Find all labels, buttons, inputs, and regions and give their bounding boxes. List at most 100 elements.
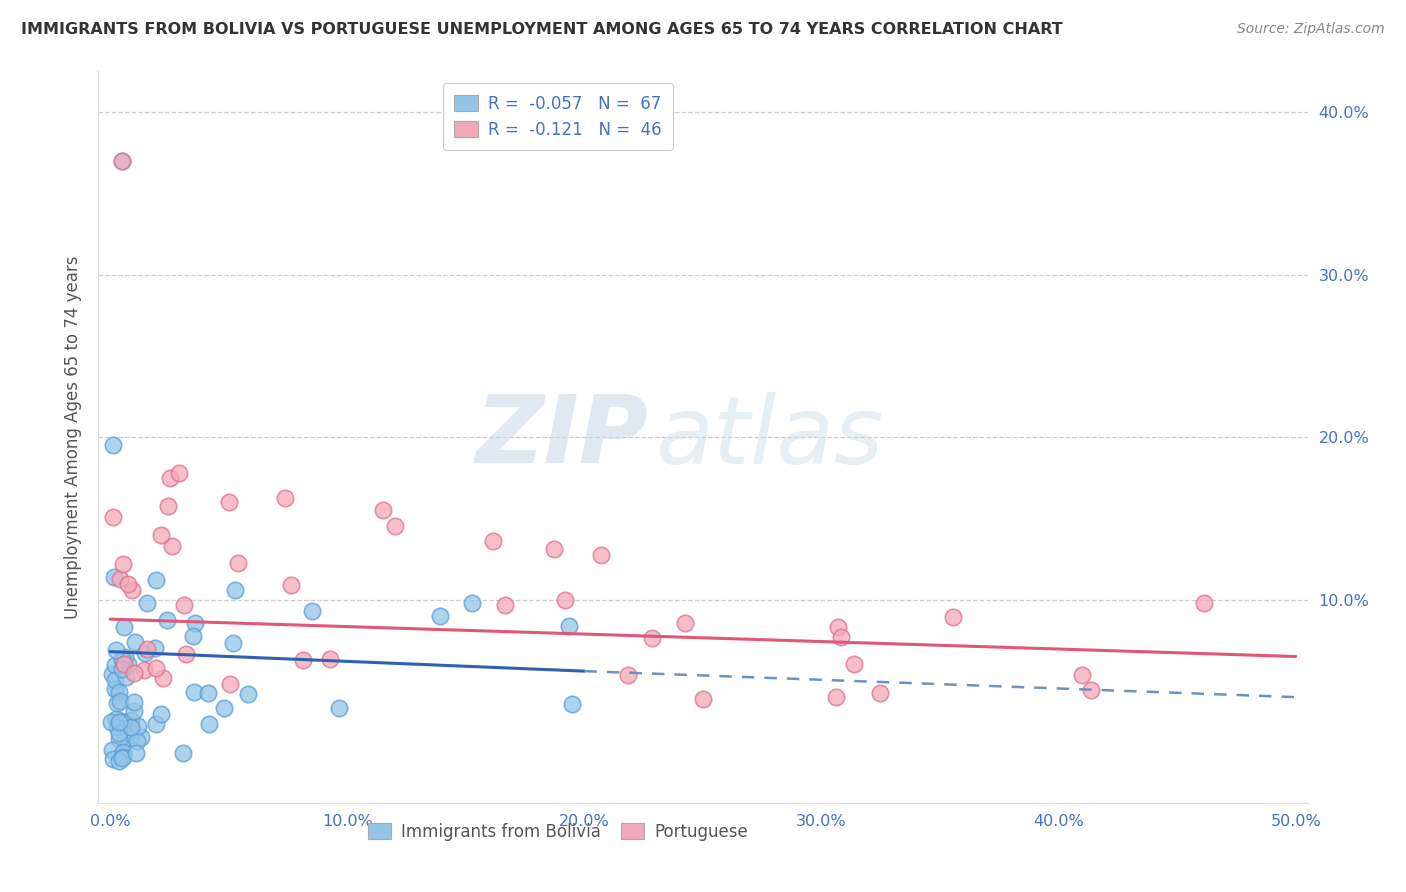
Point — [172, 746, 194, 760]
Point — [112, 745, 135, 759]
Point — [108, 714, 131, 729]
Point — [197, 717, 219, 731]
Point — [108, 685, 131, 699]
Point — [160, 540, 183, 554]
Point — [319, 651, 342, 665]
Point — [117, 576, 139, 591]
Point — [145, 716, 167, 731]
Point — [942, 610, 965, 624]
Point — [103, 570, 125, 584]
Y-axis label: Unemployment Among Ages 65 to 74 years: Unemployment Among Ages 65 to 74 years — [63, 255, 82, 619]
Point — [371, 503, 394, 517]
Point — [135, 642, 157, 657]
Point — [830, 630, 852, 644]
Point — [174, 647, 197, 661]
Point — [429, 608, 451, 623]
Point — [236, 687, 259, 701]
Point — [292, 653, 315, 667]
Point — [641, 631, 664, 645]
Point — [100, 714, 122, 729]
Point — [557, 619, 579, 633]
Point — [167, 466, 190, 480]
Point — [110, 694, 132, 708]
Point — [104, 673, 127, 687]
Text: ZIP: ZIP — [475, 391, 648, 483]
Point — [152, 671, 174, 685]
Point — [825, 690, 848, 705]
Point — [111, 153, 134, 168]
Point — [827, 620, 849, 634]
Point — [301, 604, 323, 618]
Point — [117, 657, 139, 672]
Point — [100, 667, 122, 681]
Point — [616, 668, 638, 682]
Point — [132, 663, 155, 677]
Point — [224, 583, 246, 598]
Point — [101, 509, 124, 524]
Text: atlas: atlas — [655, 392, 883, 483]
Point — [100, 743, 122, 757]
Point — [150, 707, 173, 722]
Point — [107, 696, 129, 710]
Point — [554, 593, 576, 607]
Point — [173, 598, 195, 612]
Point — [384, 519, 406, 533]
Point — [125, 734, 148, 748]
Point — [869, 686, 891, 700]
Point — [181, 629, 204, 643]
Point — [111, 558, 134, 572]
Point — [107, 754, 129, 768]
Point — [156, 499, 179, 513]
Point — [482, 534, 505, 549]
Point — [692, 691, 714, 706]
Point — [543, 541, 565, 556]
Point — [183, 685, 205, 699]
Point — [110, 714, 132, 728]
Point — [589, 549, 612, 563]
Point — [143, 640, 166, 655]
Point — [222, 636, 245, 650]
Point — [112, 619, 135, 633]
Point — [280, 578, 302, 592]
Legend: Immigrants from Bolivia, Portuguese: Immigrants from Bolivia, Portuguese — [360, 814, 756, 849]
Point — [226, 557, 249, 571]
Point — [129, 730, 152, 744]
Point — [114, 650, 136, 665]
Point — [124, 635, 146, 649]
Point — [111, 153, 134, 168]
Point — [111, 662, 134, 676]
Point — [136, 595, 159, 609]
Text: IMMIGRANTS FROM BOLIVIA VS PORTUGUESE UNEMPLOYMENT AMONG AGES 65 TO 74 YEARS COR: IMMIGRANTS FROM BOLIVIA VS PORTUGUESE UN… — [21, 22, 1063, 37]
Point — [122, 695, 145, 709]
Point — [197, 686, 219, 700]
Point — [111, 750, 134, 764]
Point — [104, 658, 127, 673]
Point — [122, 665, 145, 680]
Point — [673, 616, 696, 631]
Point — [115, 671, 138, 685]
Point — [108, 731, 131, 746]
Point — [121, 728, 143, 742]
Point — [494, 599, 516, 613]
Point — [145, 573, 167, 587]
Point — [134, 646, 156, 660]
Point — [149, 528, 172, 542]
Point — [1080, 683, 1102, 698]
Point — [120, 713, 142, 727]
Point — [112, 657, 135, 672]
Point — [125, 746, 148, 760]
Point — [219, 677, 242, 691]
Point — [105, 643, 128, 657]
Point — [218, 495, 240, 509]
Point — [112, 746, 135, 760]
Point — [111, 751, 134, 765]
Point — [159, 471, 181, 485]
Point — [156, 613, 179, 627]
Point — [842, 657, 865, 671]
Point — [124, 705, 146, 719]
Point — [212, 701, 235, 715]
Point — [561, 697, 583, 711]
Point — [127, 719, 149, 733]
Point — [183, 615, 205, 630]
Point — [108, 726, 131, 740]
